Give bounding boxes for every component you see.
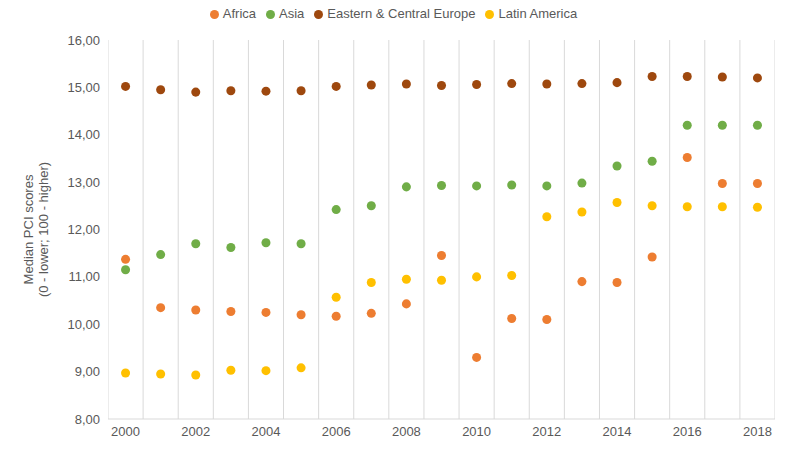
svg-text:2014: 2014	[603, 424, 632, 439]
html-text:Asia: Asia	[279, 6, 305, 21]
html-text:Eastern & Central Europe: Eastern & Central Europe	[327, 6, 476, 21]
svg-text:15,00: 15,00	[67, 80, 100, 95]
svg-text:2000: 2000	[111, 424, 140, 439]
html-text:Latin America: Latin America	[498, 6, 578, 21]
svg-text:13,00: 13,00	[67, 175, 100, 190]
svg-text:2010: 2010	[462, 424, 491, 439]
svg-text:12,00: 12,00	[67, 222, 100, 237]
svg-text:2006: 2006	[322, 424, 351, 439]
svg-text:2004: 2004	[252, 424, 281, 439]
svg-text:10,00: 10,00	[67, 317, 100, 332]
svg-text:2018: 2018	[743, 424, 772, 439]
svg-text:11,00: 11,00	[68, 269, 100, 284]
svg-text:Median PCI scores(0 - lower; 1: Median PCI scores(0 - lower; 100 - highe…	[21, 162, 52, 297]
svg-text:2002: 2002	[181, 424, 210, 439]
svg-text:14,00: 14,00	[67, 127, 100, 142]
svg-text:2008: 2008	[392, 424, 421, 439]
svg-text:2016: 2016	[673, 424, 702, 439]
svg-text:9,00: 9,00	[75, 364, 100, 379]
svg-text:16,00: 16,00	[67, 33, 100, 48]
svg-text:8,00: 8,00	[75, 412, 100, 427]
html-text:Africa: Africa	[222, 6, 256, 21]
svg-text:2012: 2012	[532, 424, 561, 439]
